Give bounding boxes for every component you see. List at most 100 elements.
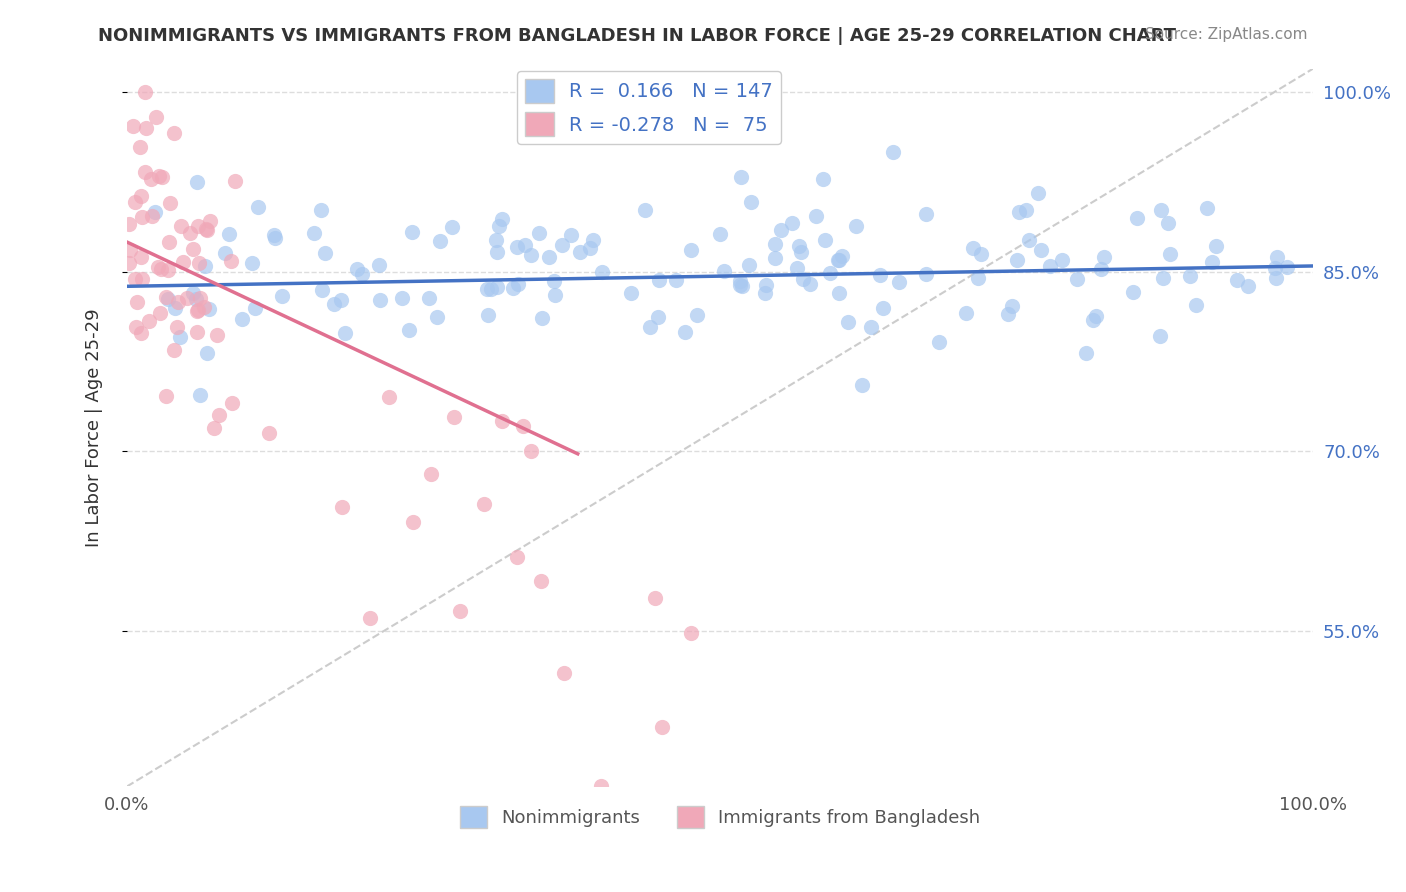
Point: [329, 293, 352, 308]
Point: [872, 301, 894, 315]
Point: [398, 323, 420, 337]
Point: [128, 139, 150, 153]
Point: [1265, 250, 1288, 264]
Point: [264, 231, 287, 245]
Point: [179, 226, 201, 240]
Point: [763, 236, 786, 251]
Point: [391, 291, 413, 305]
Point: [1122, 285, 1144, 299]
Point: [169, 330, 191, 344]
Point: [479, 282, 502, 296]
Point: [928, 334, 950, 349]
Point: [491, 211, 513, 226]
Point: [644, 591, 666, 605]
Point: [330, 500, 353, 515]
Point: [1008, 204, 1031, 219]
Point: [368, 293, 391, 308]
Point: [738, 258, 761, 272]
Point: [506, 549, 529, 564]
Point: [141, 210, 163, 224]
Point: [1152, 271, 1174, 285]
Point: [728, 274, 751, 288]
Point: [163, 343, 186, 357]
Point: [186, 175, 208, 189]
Point: [799, 277, 821, 291]
Point: [520, 248, 543, 262]
Point: [651, 720, 673, 734]
Point: [1236, 279, 1258, 293]
Point: [121, 119, 143, 133]
Point: [1201, 255, 1223, 269]
Point: [620, 285, 643, 300]
Point: [418, 291, 440, 305]
Text: Source: ZipAtlas.com: Source: ZipAtlas.com: [1144, 27, 1308, 42]
Point: [790, 244, 813, 259]
Point: [1090, 262, 1112, 277]
Point: [578, 241, 600, 255]
Point: [311, 284, 333, 298]
Point: [186, 325, 208, 339]
Point: [1195, 201, 1218, 215]
Point: [163, 301, 186, 315]
Point: [135, 120, 157, 135]
Point: [1015, 202, 1038, 217]
Point: [449, 604, 471, 618]
Point: [120, 243, 142, 257]
Point: [966, 271, 988, 285]
Point: [1149, 328, 1171, 343]
Point: [728, 277, 751, 292]
Y-axis label: In Labor Force | Age 25-29: In Labor Force | Age 25-29: [86, 309, 103, 547]
Point: [827, 252, 849, 267]
Point: [665, 273, 688, 287]
Point: [869, 268, 891, 283]
Point: [240, 256, 263, 270]
Point: [1150, 203, 1173, 218]
Point: [844, 219, 866, 234]
Point: [257, 425, 280, 440]
Point: [1275, 260, 1298, 274]
Point: [1185, 297, 1208, 311]
Point: [155, 289, 177, 303]
Point: [1157, 216, 1180, 230]
Point: [194, 259, 217, 273]
Point: [686, 308, 709, 322]
Point: [1039, 259, 1062, 273]
Point: [769, 223, 792, 237]
Point: [1074, 346, 1097, 360]
Point: [1001, 299, 1024, 313]
Point: [129, 189, 152, 203]
Point: [648, 273, 671, 287]
Point: [804, 209, 827, 223]
Point: [218, 227, 240, 242]
Point: [131, 271, 153, 285]
Point: [997, 307, 1019, 321]
Point: [124, 272, 146, 286]
Point: [488, 219, 510, 233]
Point: [582, 233, 605, 247]
Point: [304, 226, 326, 240]
Point: [263, 228, 285, 243]
Point: [193, 300, 215, 314]
Point: [485, 280, 508, 294]
Point: [520, 443, 543, 458]
Point: [157, 262, 180, 277]
Point: [730, 279, 752, 293]
Point: [243, 301, 266, 316]
Point: [188, 292, 211, 306]
Point: [367, 258, 389, 272]
Point: [831, 249, 853, 263]
Point: [544, 288, 567, 302]
Point: [484, 233, 506, 247]
Point: [134, 165, 156, 179]
Point: [679, 626, 702, 640]
Point: [197, 302, 219, 317]
Text: NONIMMIGRANTS VS IMMIGRANTS FROM BANGLADESH IN LABOR FORCE | AGE 25-29 CORRELATI: NONIMMIGRANTS VS IMMIGRANTS FROM BANGLAD…: [98, 27, 1177, 45]
Point: [485, 244, 508, 259]
Point: [247, 200, 270, 214]
Point: [170, 219, 193, 234]
Point: [139, 172, 162, 186]
Point: [1264, 260, 1286, 275]
Point: [166, 294, 188, 309]
Point: [127, 294, 149, 309]
Point: [131, 326, 153, 340]
